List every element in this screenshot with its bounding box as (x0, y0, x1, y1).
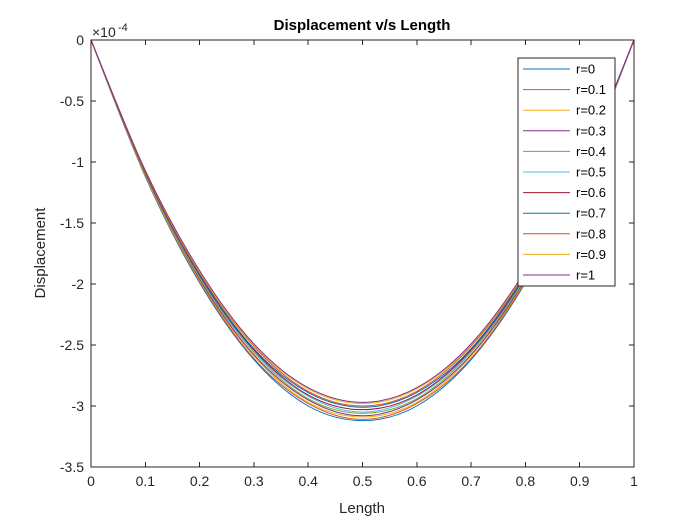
x-tick-label: 0.8 (516, 473, 536, 489)
legend-label: r=0.8 (576, 226, 606, 241)
legend-label: r=0.1 (576, 82, 606, 97)
legend-label: r=0.6 (576, 185, 606, 200)
y-tick-label: 0 (76, 32, 84, 48)
x-tick-label: 0.6 (407, 473, 427, 489)
y-axis-label: Displacement (32, 207, 49, 299)
chart-title: Displacement v/s Length (274, 17, 451, 34)
x-tick-label: 0.5 (353, 473, 373, 489)
legend-label: r=0.4 (576, 144, 606, 159)
x-tick-label: 0.1 (136, 473, 156, 489)
y-tick-label: -3.5 (60, 459, 84, 475)
exponent-power: -4 (118, 22, 128, 34)
legend-label: r=0.9 (576, 247, 606, 262)
y-tick-label: -1 (72, 154, 85, 170)
legend-label: r=0 (576, 62, 595, 77)
legend-label: r=1 (576, 268, 595, 283)
exponent-base: ×10 (92, 24, 116, 40)
legend: r=0 r=0.1 r=0.2 r=0.3 r=0.4 r=0.5 r=0.6 r=0.7 r=… (517, 57, 616, 287)
legend-label: r=0.2 (576, 103, 606, 118)
y-tick-label: -2 (72, 276, 85, 292)
x-tick-label: 0.2 (190, 473, 210, 489)
legend-items: r=0 r=0.1 r=0.2 r=0.3 r=0.4 r=0.5 r=0.6 r=0.7 r=… (523, 62, 606, 283)
y-axis: 0 -0.5 -1 -1.5 -2 -2.5 -3 -3.5 (60, 32, 634, 475)
y-tick-label: -0.5 (60, 93, 84, 109)
x-tick-label: 0.7 (461, 473, 481, 489)
x-axis: 0 0.1 0.2 0.3 0.4 0.5 0.6 0.7 0.8 0.9 1 (87, 40, 638, 489)
y-tick-label: -1.5 (60, 215, 84, 231)
legend-label: r=0.5 (576, 165, 606, 180)
x-tick-label: 1 (630, 473, 638, 489)
y-tick-label: -2.5 (60, 337, 84, 353)
legend-label: r=0.3 (576, 123, 606, 138)
exponent-label: ×10 -4 (92, 22, 128, 40)
x-tick-label: 0.9 (570, 473, 590, 489)
y-tick-label: -3 (72, 398, 85, 414)
x-tick-label: 0.3 (244, 473, 264, 489)
legend-label: r=0.7 (576, 206, 606, 221)
x-axis-label: Length (339, 500, 385, 517)
x-tick-label: 0 (87, 473, 95, 489)
x-tick-label: 0.4 (298, 473, 318, 489)
